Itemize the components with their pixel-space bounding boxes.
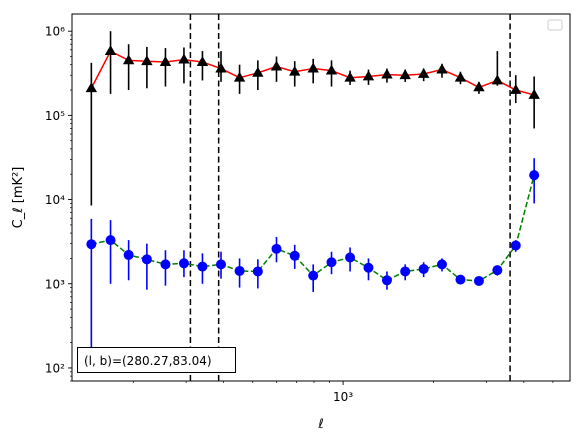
data-point-circle	[326, 257, 337, 268]
data-point-triangle	[325, 64, 338, 75]
data-point-circle	[510, 240, 521, 251]
plot-frame	[71, 13, 571, 382]
data-point-circle	[308, 270, 319, 281]
y-tick-label: 10³	[45, 277, 65, 291]
data-point-circle	[105, 235, 116, 246]
data-point-circle	[178, 258, 189, 269]
data-point-triangle	[141, 55, 153, 66]
y-tick-label: 10⁶	[45, 25, 65, 39]
data-point-circle	[141, 254, 152, 265]
data-point-triangle	[510, 84, 522, 94]
data-point-triangle	[215, 62, 227, 73]
data-point-circle	[197, 261, 208, 272]
data-point-circle	[529, 170, 540, 181]
data-point-circle	[234, 265, 245, 276]
data-point-triangle	[159, 56, 172, 66]
series-upper	[85, 31, 540, 206]
data-point-circle	[160, 259, 171, 270]
data-point-circle	[363, 262, 374, 273]
data-point-triangle	[473, 81, 485, 92]
series-lower	[86, 158, 540, 354]
data-point-circle	[345, 252, 356, 263]
data-point-triangle	[399, 69, 411, 80]
data-point-circle	[216, 259, 227, 270]
data-point-triangle	[491, 74, 504, 85]
data-point-circle	[473, 275, 484, 286]
data-point-circle	[436, 259, 447, 270]
data-point-triangle	[104, 45, 117, 56]
y-tick-label: 10⁴	[45, 193, 65, 207]
data-point-triangle	[233, 71, 246, 82]
series-layer	[85, 31, 540, 354]
data-point-triangle	[344, 71, 356, 82]
data-point-circle	[492, 265, 503, 276]
data-point-circle	[252, 266, 263, 277]
legend-box	[547, 19, 563, 31]
data-point-triangle	[85, 82, 98, 93]
data-point-triangle	[307, 62, 319, 73]
y-tick-label: 10²	[45, 361, 65, 375]
y-axis-label: C_ℓ [mK²]	[11, 167, 26, 229]
x-axis-label: ℓ	[317, 417, 323, 432]
data-point-triangle	[417, 68, 430, 78]
annotation-text: (l, b)=(280.27,83.04)	[84, 354, 212, 368]
data-point-triangle	[270, 60, 283, 71]
y-tick-label: 10⁵	[45, 109, 65, 123]
data-point-triangle	[196, 56, 209, 66]
data-point-triangle	[122, 54, 135, 65]
data-point-circle	[289, 250, 300, 261]
data-point-circle	[123, 249, 134, 260]
data-point-circle	[455, 274, 466, 285]
data-point-circle	[418, 263, 429, 274]
vertical-lines	[189, 14, 511, 381]
data-point-circle	[381, 275, 392, 286]
data-point-circle	[86, 239, 97, 250]
data-point-triangle	[252, 66, 264, 77]
data-point-triangle	[178, 53, 190, 64]
axis-ticks: 10² 10³ 10⁴ 10⁵ 10⁶ 10³	[45, 25, 554, 404]
data-point-triangle	[289, 65, 301, 76]
data-point-circle	[271, 243, 282, 254]
data-point-triangle	[381, 68, 393, 79]
data-point-triangle	[454, 71, 467, 82]
data-point-triangle	[528, 88, 540, 99]
data-point-circle	[400, 266, 411, 277]
x-tick-label: 10³	[333, 390, 353, 404]
data-point-triangle	[362, 70, 375, 81]
data-point-triangle	[436, 63, 448, 74]
annotation-box	[77, 347, 236, 373]
